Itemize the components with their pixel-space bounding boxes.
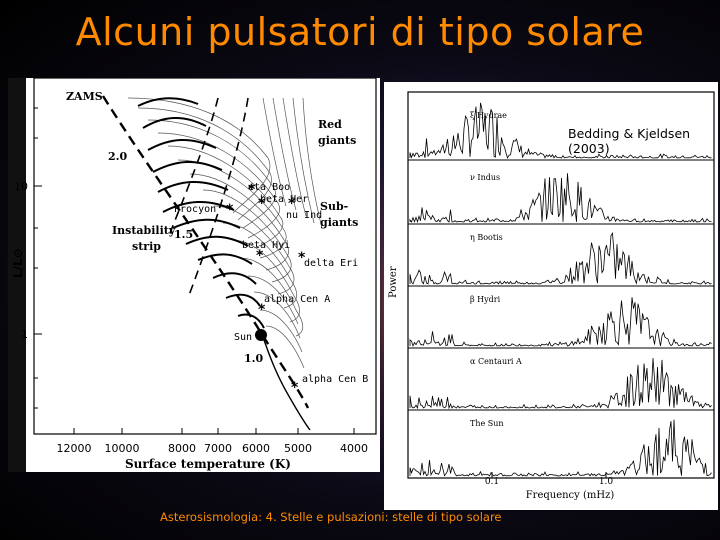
credit-line-1: Bedding & Kjeldsen [568,126,691,141]
spectra-x-ticks [491,472,607,478]
y-tick-10: 10 [14,180,28,193]
subgiants-label-2: giants [320,216,358,229]
sun-label: Sun [234,332,252,343]
spectra-x-tick-0-1: 0.1 [485,477,499,487]
panel-label-nu-ind: ν Indus [470,173,500,182]
sun-marker [255,329,267,341]
mass-1-label: 1.0 [244,352,263,365]
spectra-x-label: Frequency (mHz) [526,490,615,501]
bold-tracks [137,97,265,329]
red-giants-label-1: Red [318,118,342,131]
x-tick-4000: 4000 [340,442,368,455]
nu-ind-marker: * [288,196,296,212]
slide-footer: Asterosismologia: 4. Stelle e pulsazioni… [160,510,502,524]
evolution-tracks [127,97,323,369]
delta-eri-marker: * [298,250,306,266]
spectrum-trace-4 [409,358,712,410]
x-axis-label: Surface temperature (K) [125,457,291,471]
spectra-traces [409,102,712,477]
spectrum-trace-5 [409,419,712,477]
x-tick-10000: 10000 [105,442,140,455]
eta-boo-label: eta Boo [248,182,290,193]
left-frame-edge [8,78,26,472]
spectra-frame [407,91,715,479]
beta-hyi-label: beta Hyi [242,240,290,251]
spectra-y-label: Power [388,266,399,298]
hr-plot-frame [33,77,377,435]
credit-text: Bedding & Kjeldsen (2003) [568,126,708,156]
x-tick-5000: 5000 [284,442,312,455]
x-tick-6000: 6000 [242,442,270,455]
alpha-cen-a-marker: * [258,302,266,318]
x-tick-7000: 7000 [204,442,232,455]
spectrum-trace-0 [409,102,712,160]
eta-boo-marker: * [248,182,256,198]
spectrum-trace-3 [409,297,712,348]
mass-2-label: 2.0 [108,150,127,163]
sun-track [261,333,311,431]
power-spectra-panel: ξ Hydrae ν Indus η Bootis β Hydri α Cent… [384,82,718,510]
procyon-label: Procyon [174,204,216,215]
instability-label-1: Instability [112,224,176,237]
delta-eri-label: delta Eri [304,258,358,269]
panel-label-beta-hyi: β Hydri [470,295,501,304]
spectrum-trace-1 [409,173,712,224]
x-tick-8000: 8000 [168,442,196,455]
spectra-x-tick-1-0: 1.0 [599,477,614,487]
credit-line-2: (2003) [568,141,610,156]
zams-label: ZAMS [66,90,103,103]
y-axis-label: L/L⊙ [11,248,25,278]
alpha-cen-b-label: alpha Cen B [302,374,368,385]
mass-1-5-label: 1.5 [174,228,193,241]
spectrum-trace-2 [409,232,712,285]
red-giants-label-2: giants [318,134,356,147]
hr-diagram-panel: ZAMS Red giants Sub- giants Instability … [8,77,380,472]
alpha-cen-a-label: alpha Cen A [264,294,330,305]
slide-title: Alcuni pulsatori di tipo solare [75,10,645,54]
alpha-cen-b-marker: * [291,380,299,396]
panel-label-sun: The Sun [470,419,504,428]
instability-label-2: strip [132,240,161,253]
beta-her-marker: * [258,196,266,212]
x-axis-ticks [73,428,355,434]
subgiants-label-1: Sub- [320,200,348,213]
star-markers: * eta Boo * beta Her * Procyon * nu Ind … [174,182,368,396]
power-spectra: ξ Hydrae ν Indus η Bootis β Hydri α Cent… [388,91,715,501]
instability-strip-edge-2 [187,97,249,299]
hr-diagram: ZAMS Red giants Sub- giants Instability … [8,77,380,472]
zams-line [101,95,310,409]
panel-label-alpha-cen-a: α Centauri A [470,357,522,366]
panel-dividers [408,159,714,411]
y-axis-ticks [34,107,42,409]
procyon-marker: * [226,202,234,218]
x-tick-12000: 12000 [57,442,92,455]
y-tick-1: 1 [21,328,28,341]
panel-label-eta-boo: η Bootis [470,233,503,242]
nu-ind-label: nu Ind [286,210,322,221]
beta-hyi-marker: * [256,248,264,264]
beta-her-label: beta Her [260,194,308,205]
panel-label-xi-hya: ξ Hydrae [470,111,507,120]
